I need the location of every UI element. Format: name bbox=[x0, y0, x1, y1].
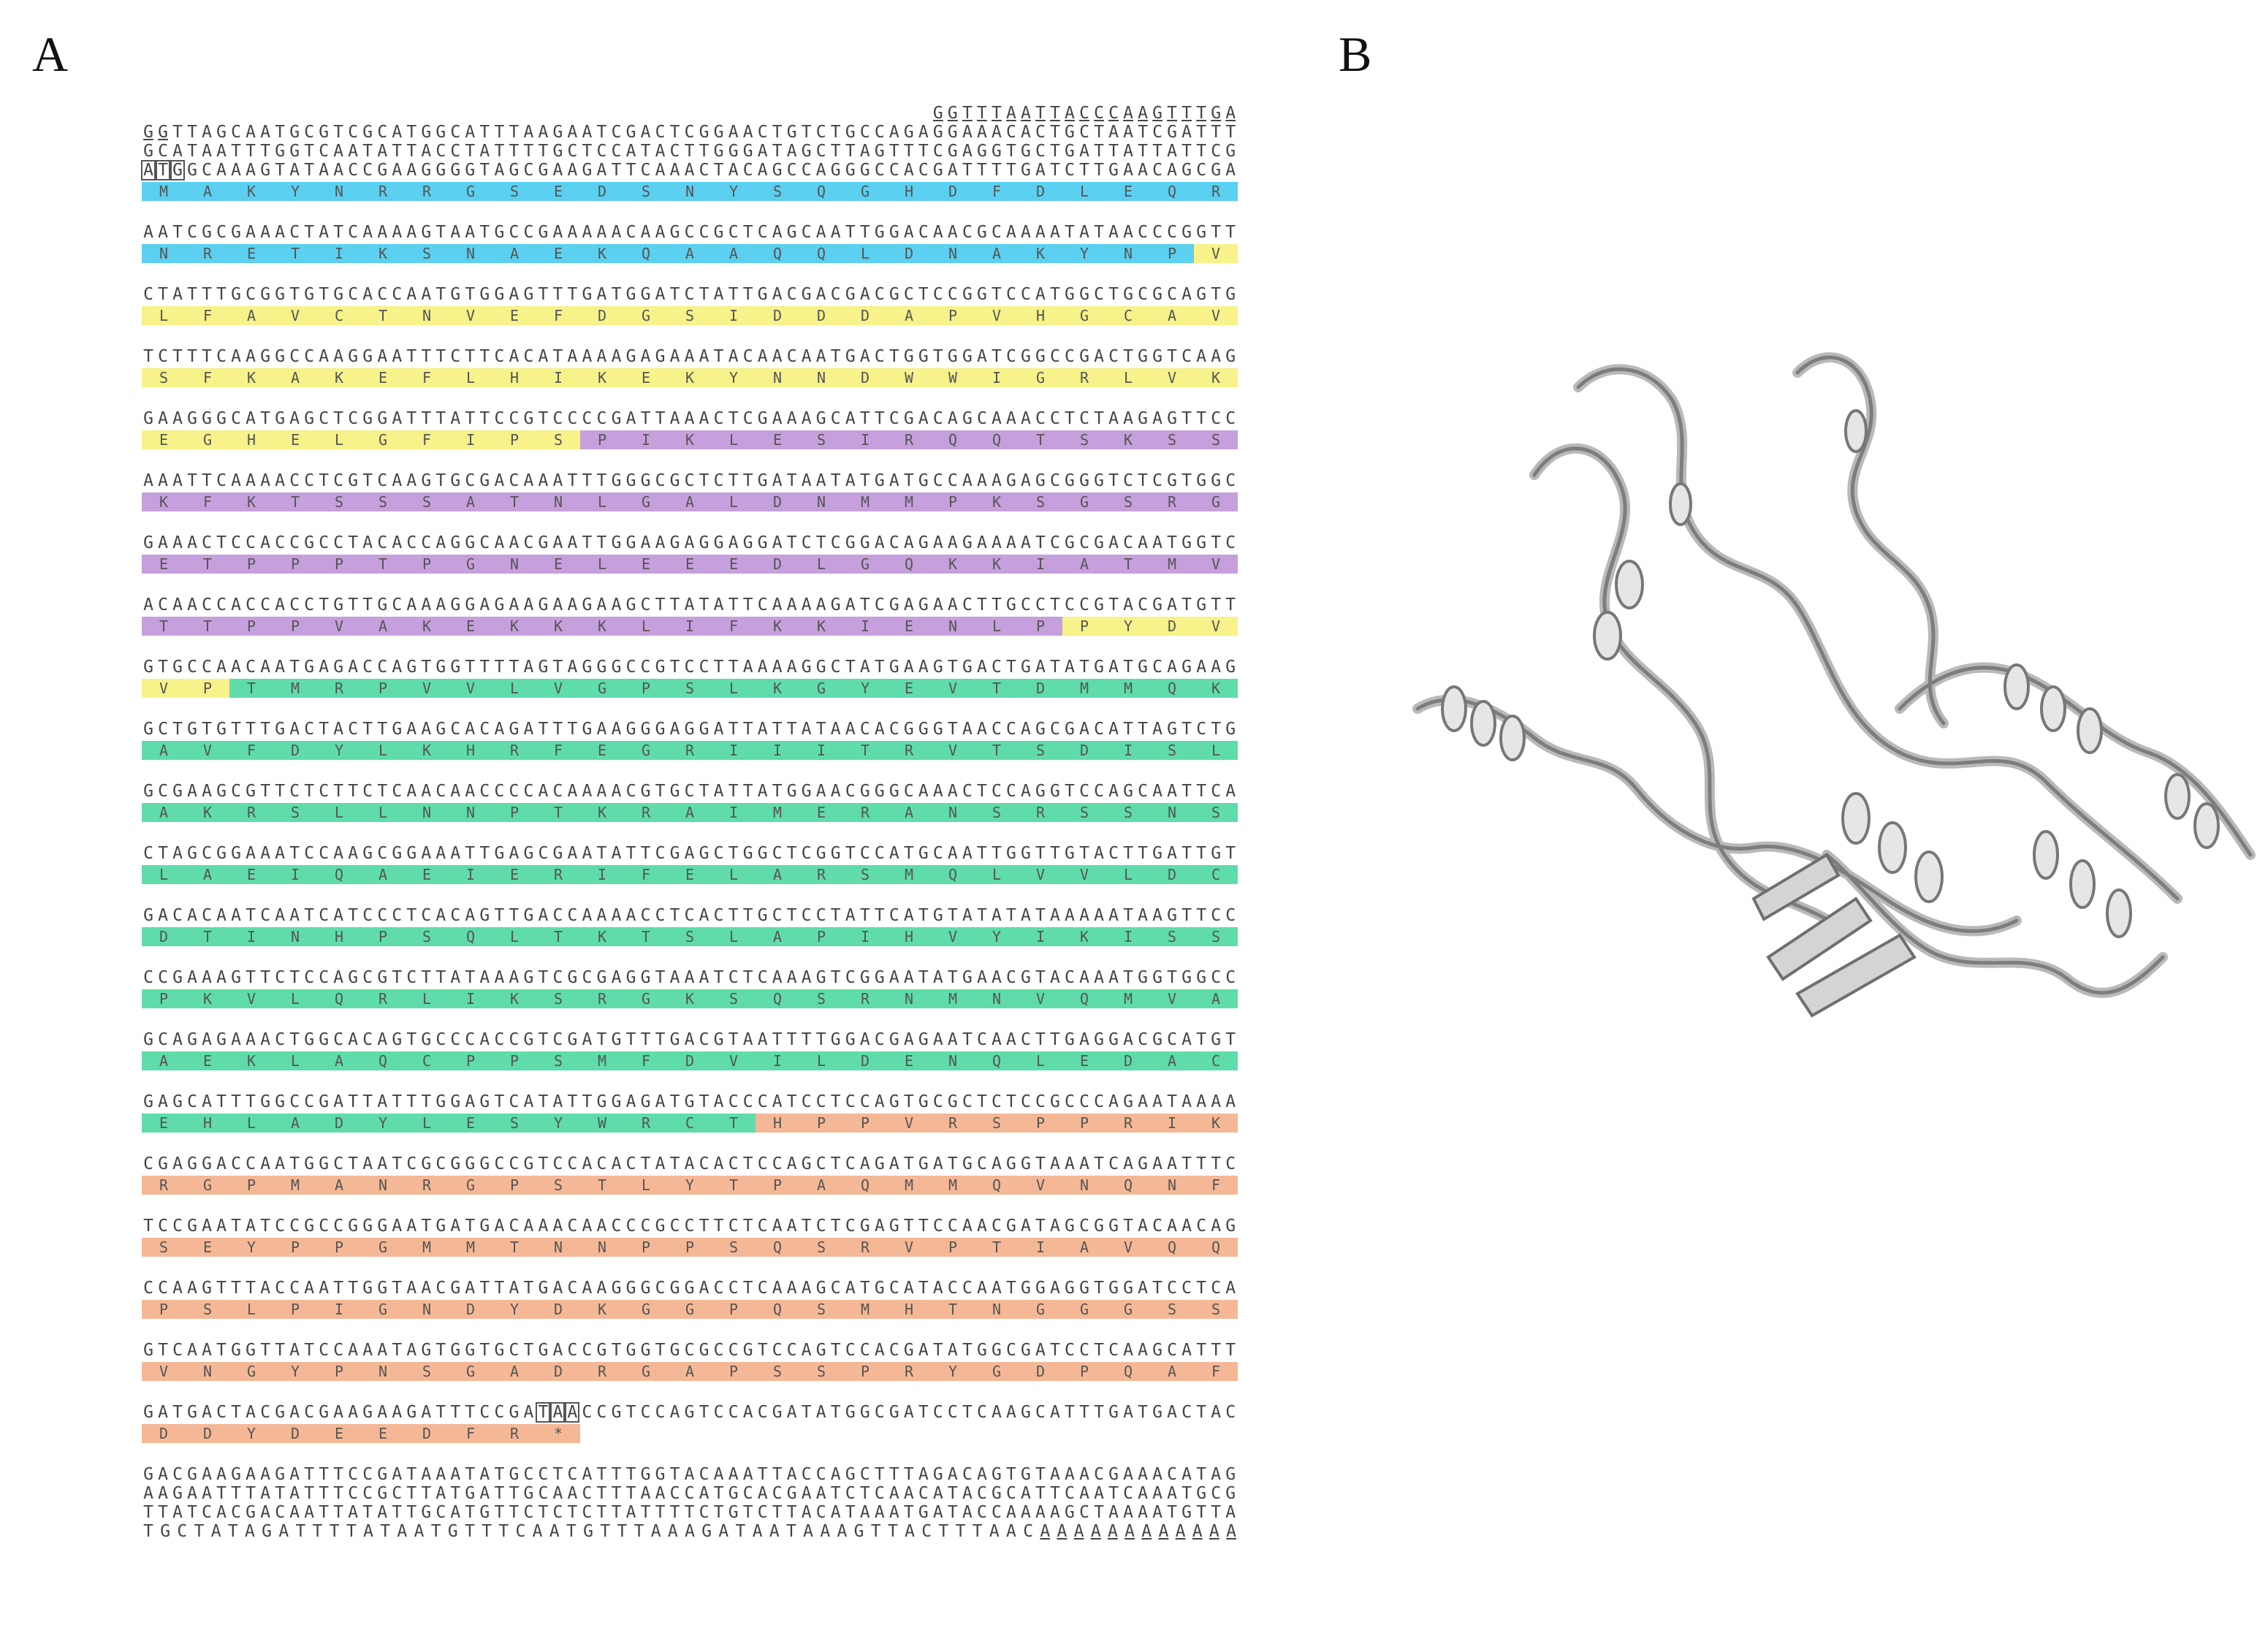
amino-acid-line: D D Y D E E D F R * bbox=[142, 1424, 580, 1443]
panel-label-b: B bbox=[1339, 26, 1372, 82]
panel-label-a: A bbox=[32, 26, 69, 82]
protein-structure-image bbox=[1412, 352, 2256, 1018]
